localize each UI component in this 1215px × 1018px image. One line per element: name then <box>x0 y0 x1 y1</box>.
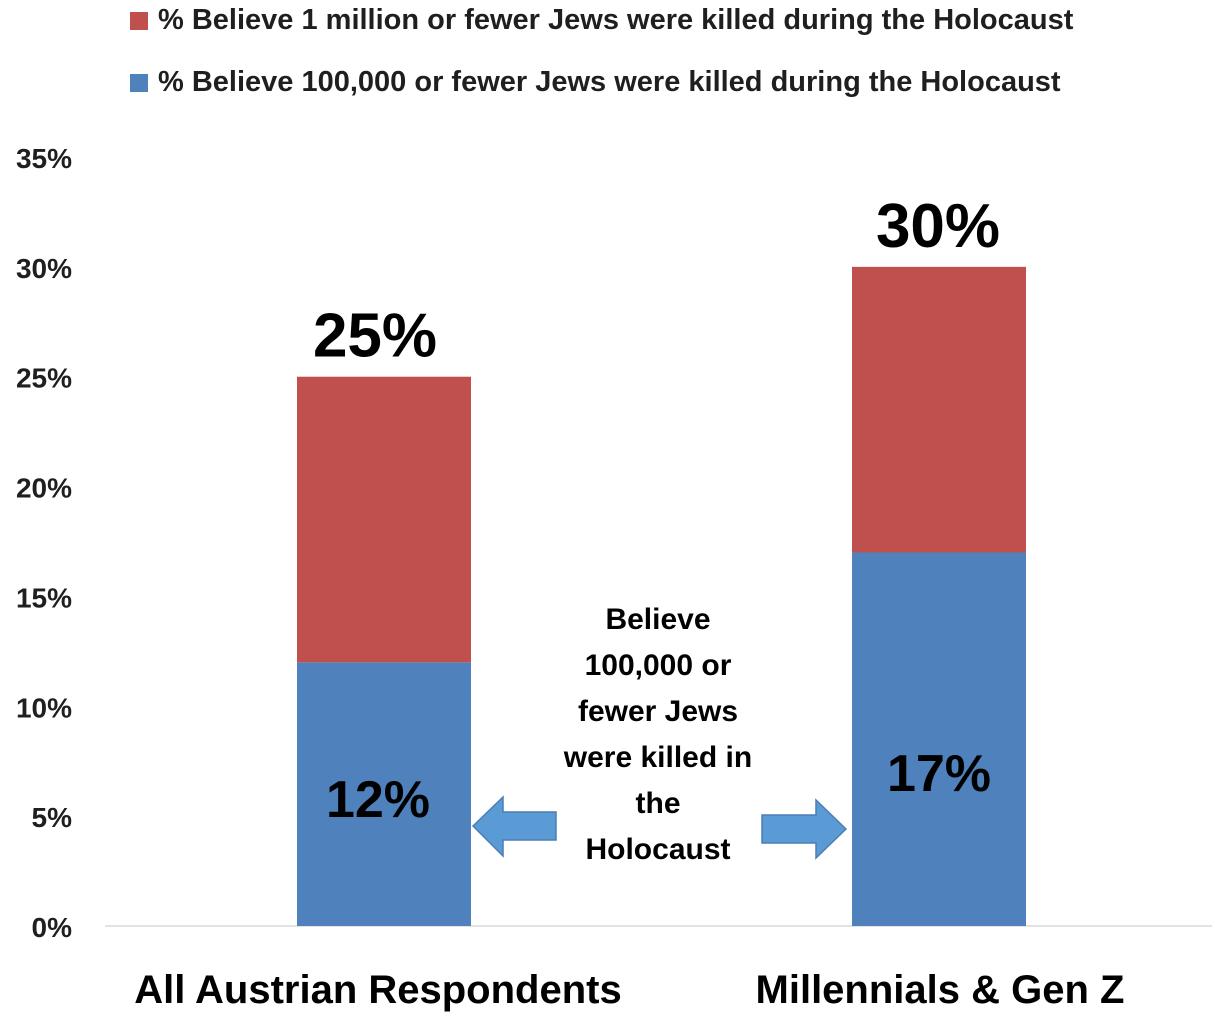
bar-data-label: 17% <box>887 745 991 803</box>
annotation-line: 100,000 or <box>585 649 732 682</box>
total-data-label: 30% <box>876 192 1000 261</box>
annotation-line: the <box>636 787 681 820</box>
total-data-label: 25% <box>313 302 437 371</box>
y-tick-label: 35% <box>16 143 72 174</box>
annotation-line: were killed in <box>563 741 752 774</box>
x-category-label: Millennials & Gen Z <box>756 968 1125 1012</box>
bar-segment-1m <box>297 376 471 663</box>
left-arrow-icon <box>471 795 557 858</box>
y-tick-label: 25% <box>16 363 72 394</box>
legend-swatch-red <box>130 11 148 30</box>
y-tick-label: 5% <box>32 802 73 833</box>
bar-segment-100k <box>852 552 1026 926</box>
legend-label-1m: % Believe 1 million or fewer Jews were k… <box>158 4 1074 36</box>
legend-item-1m: % Believe 1 million or fewer Jews were k… <box>130 4 1073 37</box>
legend-label-100k: % Believe 100,000 or fewer Jews were kil… <box>158 66 1061 98</box>
bar-segment-100k <box>297 662 471 926</box>
right-arrow-icon <box>761 798 848 860</box>
legend-swatch-blue <box>130 73 148 92</box>
y-tick-label: 15% <box>16 582 72 613</box>
y-tick-label: 10% <box>16 692 72 723</box>
bar-segment-1m <box>852 266 1026 553</box>
y-tick-label: 0% <box>32 912 73 943</box>
annotation-line: Believe <box>605 603 710 636</box>
legend-item-100k: % Believe 100,000 or fewer Jews were kil… <box>130 66 1061 99</box>
annotation-line: Holocaust <box>585 833 730 866</box>
x-category-label: All Austrian Respondents <box>134 968 621 1012</box>
y-tick-label: 20% <box>16 473 72 504</box>
annotation-line: fewer Jews <box>578 695 738 728</box>
bar-data-label: 12% <box>326 771 430 829</box>
y-tick-label: 30% <box>16 253 72 284</box>
